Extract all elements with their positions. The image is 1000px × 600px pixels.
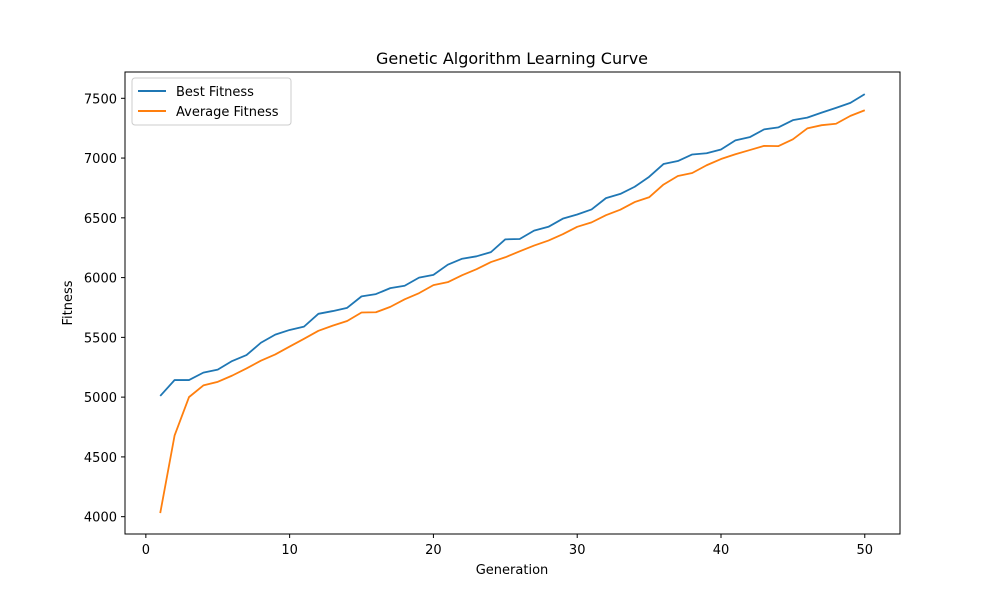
x-tick-label: 40: [713, 543, 730, 558]
series-line-average-fitness: [159, 109, 866, 514]
y-axis: 4000 4500 5000 5500 6000 6500 7000 7500: [84, 92, 125, 526]
legend: Best Fitness Average Fitness: [131, 77, 292, 126]
y-tick-label: 5500: [84, 331, 117, 346]
y-tick-label: 5000: [84, 391, 117, 406]
y-tick-label: 7500: [84, 92, 117, 107]
chart-title: Genetic Algorithm Learning Curve: [376, 49, 648, 68]
x-tick-label: 10: [281, 543, 298, 558]
x-tick-label: 30: [569, 543, 586, 558]
legend-box: [131, 77, 292, 126]
legend-label-average-fitness: Average Fitness: [176, 105, 279, 120]
y-tick-label: 6500: [84, 212, 117, 227]
x-axis-title: Generation: [476, 563, 549, 578]
plot-frame: [124, 71, 901, 535]
y-tick-label: 7000: [84, 152, 117, 167]
y-tick-label: 4500: [84, 451, 117, 466]
series-line-best-fitness: [159, 93, 866, 397]
x-axis: 0 10 20 30 40 50: [142, 534, 873, 558]
x-tick-label: 0: [142, 543, 150, 558]
x-tick-label: 50: [856, 543, 873, 558]
y-tick-label: 4000: [84, 511, 117, 526]
y-axis-title: Fitness: [61, 280, 76, 325]
legend-label-best-fitness: Best Fitness: [176, 85, 254, 100]
x-tick-label: 20: [425, 543, 442, 558]
y-tick-label: 6000: [84, 272, 117, 287]
plot-area: [159, 93, 866, 514]
